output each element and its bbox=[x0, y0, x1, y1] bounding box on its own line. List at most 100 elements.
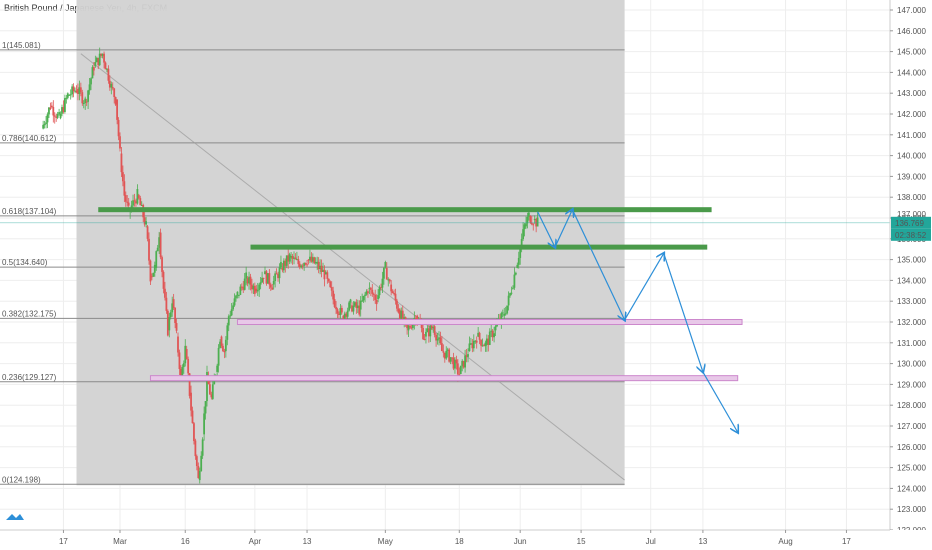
candle-body bbox=[262, 277, 265, 279]
candle-body bbox=[198, 471, 201, 481]
candle-body bbox=[90, 78, 92, 85]
candle-body bbox=[319, 265, 321, 270]
candle-body bbox=[255, 288, 258, 292]
candle-body bbox=[87, 90, 89, 102]
candle-body bbox=[236, 291, 239, 296]
candle-body bbox=[487, 338, 490, 345]
projection-arrow bbox=[624, 253, 664, 321]
candle-body bbox=[474, 340, 477, 342]
candle-body bbox=[58, 112, 60, 114]
candle-body bbox=[66, 93, 69, 98]
candle-body bbox=[239, 286, 242, 295]
candle-body bbox=[223, 351, 226, 353]
candle-body bbox=[235, 295, 237, 299]
candle-body bbox=[510, 292, 513, 294]
candle-body bbox=[203, 413, 205, 435]
candle-body bbox=[348, 302, 350, 311]
candle-body bbox=[158, 237, 161, 248]
candle-body bbox=[200, 455, 203, 472]
candle-body bbox=[42, 124, 45, 129]
candle-body bbox=[226, 325, 229, 340]
candle-body bbox=[146, 226, 149, 239]
candle-body bbox=[430, 325, 433, 329]
price-axis-label: 140.000 bbox=[897, 152, 926, 161]
trendline bbox=[80, 53, 625, 481]
price-axis-label: 123.000 bbox=[897, 505, 926, 514]
candle-body bbox=[297, 259, 300, 265]
candle-body bbox=[290, 256, 292, 258]
candle-body bbox=[336, 309, 339, 314]
candle-body bbox=[451, 357, 453, 359]
candle-body bbox=[459, 365, 462, 374]
price-axis-label: 128.000 bbox=[897, 401, 926, 410]
candle-body bbox=[409, 325, 411, 328]
candle-body bbox=[197, 466, 200, 479]
candle-body bbox=[483, 345, 485, 347]
candle-body bbox=[516, 264, 519, 268]
candle-body bbox=[352, 305, 355, 312]
candle-body bbox=[84, 98, 87, 103]
candle-body bbox=[374, 294, 377, 300]
candle-body bbox=[385, 267, 388, 280]
time-axis-label: 13 bbox=[698, 537, 707, 546]
candle-body bbox=[339, 307, 342, 315]
time-axis-label: 17 bbox=[59, 537, 68, 546]
candle-body bbox=[316, 261, 319, 264]
price-axis-label: 133.000 bbox=[897, 297, 926, 306]
candle-body bbox=[461, 360, 464, 366]
current-price-box bbox=[891, 216, 931, 229]
price-axis-label: 147.000 bbox=[897, 6, 926, 15]
candle-body bbox=[100, 53, 103, 56]
ghost-price-label: 137.000 bbox=[897, 210, 926, 219]
candle-body bbox=[423, 338, 426, 340]
candle-body bbox=[472, 340, 475, 349]
candle-body bbox=[48, 107, 50, 115]
candle-body bbox=[95, 57, 98, 63]
candle-body bbox=[465, 355, 468, 357]
candle-body bbox=[467, 354, 469, 357]
candle-body bbox=[301, 265, 304, 267]
candle-body bbox=[507, 295, 510, 306]
price-axis-label: 139.000 bbox=[897, 172, 926, 181]
candle-body bbox=[204, 401, 207, 414]
support-zone bbox=[149, 375, 739, 382]
candle-body bbox=[513, 274, 516, 288]
candle-body bbox=[354, 302, 356, 306]
candle-body bbox=[484, 342, 487, 347]
candle-body bbox=[108, 80, 111, 88]
candle-body bbox=[528, 212, 530, 217]
candle-body bbox=[407, 325, 410, 331]
candle-body bbox=[410, 327, 413, 329]
candle-body bbox=[113, 88, 116, 98]
candle-body bbox=[68, 94, 71, 96]
candle-body bbox=[345, 313, 348, 317]
candle-body bbox=[229, 315, 232, 317]
candle-body bbox=[509, 293, 511, 296]
candle-body bbox=[127, 202, 130, 206]
time-axis-label: 16 bbox=[181, 537, 190, 546]
projection-arrow bbox=[554, 210, 572, 248]
candle-body bbox=[311, 257, 314, 262]
price-axis-label: 125.000 bbox=[897, 464, 926, 473]
candle-body bbox=[82, 102, 85, 104]
resistance-zone bbox=[250, 244, 708, 250]
candle-body bbox=[433, 326, 436, 335]
candle-body bbox=[153, 264, 156, 273]
candle-body bbox=[164, 288, 166, 298]
candle-body bbox=[111, 86, 114, 89]
candle-body bbox=[439, 337, 442, 344]
candle-body bbox=[61, 107, 63, 114]
projection-arrow bbox=[663, 253, 703, 372]
candle-body bbox=[43, 124, 46, 126]
time-axis-label: Mar bbox=[113, 537, 127, 546]
candle-body bbox=[49, 107, 52, 109]
candle-body bbox=[380, 287, 382, 289]
candle-body bbox=[322, 269, 324, 272]
candle-body bbox=[342, 315, 345, 319]
countdown-box bbox=[891, 228, 931, 241]
time-axis-label: 13 bbox=[303, 537, 312, 546]
candle-body bbox=[191, 410, 194, 424]
candle-body bbox=[427, 328, 430, 337]
candle-body bbox=[104, 62, 107, 70]
